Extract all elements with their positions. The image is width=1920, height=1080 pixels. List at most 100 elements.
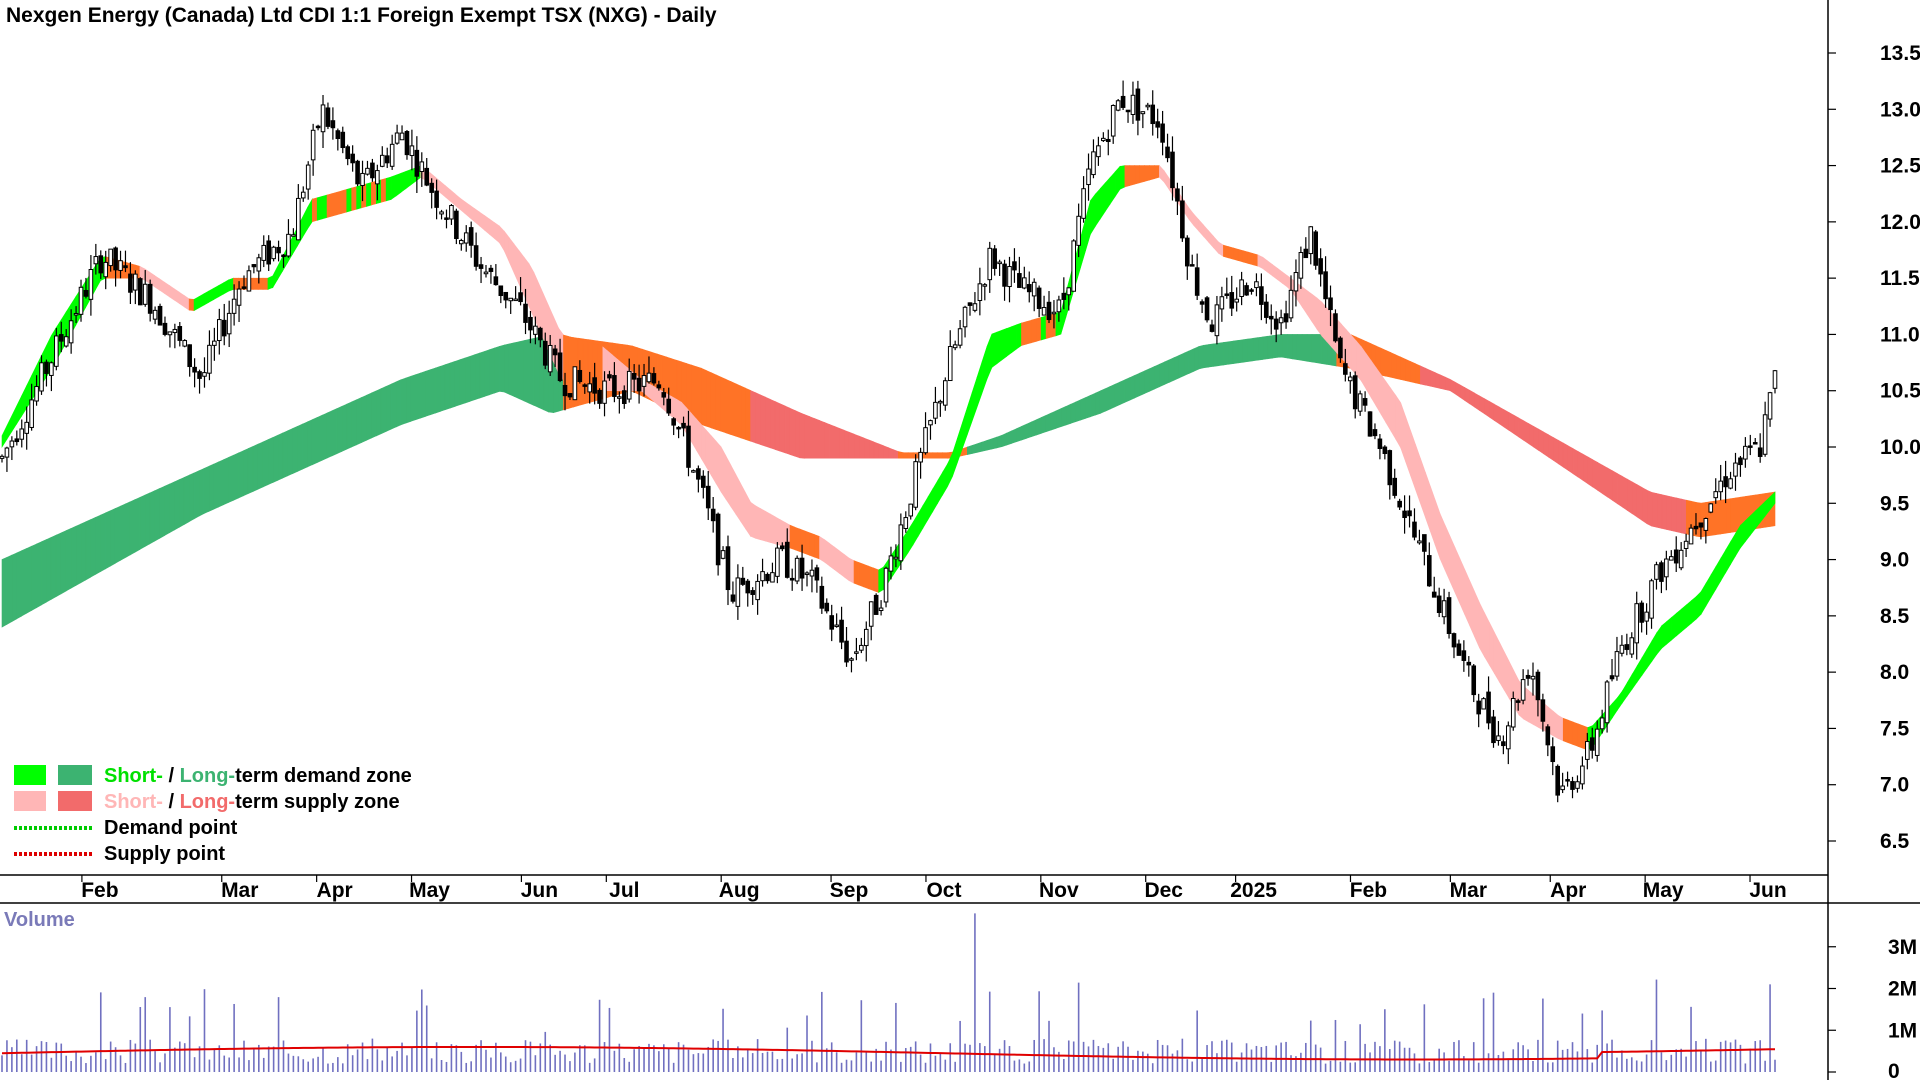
short-term-zone-band (582, 340, 589, 388)
long-term-zone-band (100, 512, 106, 573)
candle-body (1002, 263, 1007, 287)
candle-body (488, 267, 494, 272)
candle-body (1491, 716, 1496, 744)
long-term-zone-band (267, 436, 274, 486)
candle-body (1125, 109, 1131, 113)
long-term-zone-band (31, 543, 37, 611)
candle-body (923, 427, 928, 454)
long-term-zone-band (1415, 363, 1421, 385)
chart-title: Nexgen Energy (Canada) Ltd CDI 1:1 Forei… (6, 4, 717, 27)
short-term-zone-band (1031, 318, 1037, 344)
long-term-zone-band (1016, 425, 1022, 443)
long-term-zone-band (1104, 386, 1111, 412)
long-term-zone-band (1085, 394, 1091, 419)
candle-body (226, 312, 232, 335)
candle-body (720, 550, 726, 559)
long-term-zone-band (459, 357, 466, 406)
candle-body (967, 302, 973, 306)
candle-body (187, 344, 192, 368)
long-term-zone-band (292, 425, 298, 475)
long-term-zone-band (55, 532, 62, 598)
long-term-zone-band (444, 362, 451, 411)
candle-body (863, 628, 869, 647)
long-term-zone-band (701, 367, 707, 427)
short-term-zone-band (1242, 250, 1249, 264)
candle-body (1372, 429, 1378, 437)
candle-body (1678, 549, 1684, 569)
long-term-zone-band (1513, 414, 1520, 438)
candle-body (567, 393, 573, 398)
long-term-zone-band (740, 385, 746, 440)
candle-body (997, 261, 1002, 265)
short-term-zone-band (1129, 165, 1136, 186)
legend-label: Short- / Long-term demand zone (104, 765, 412, 787)
long-term-zone-band (1400, 356, 1406, 382)
candle-body (1604, 681, 1610, 724)
candle-body (414, 149, 420, 177)
candle-body (987, 247, 993, 281)
short-term-zone-band (819, 535, 825, 563)
candle-body (1570, 781, 1575, 790)
candle-body (1580, 765, 1585, 785)
candle-body (335, 130, 341, 140)
candle-body (221, 319, 227, 337)
short-term-zone-band (400, 171, 407, 193)
long-term-zone-band (1119, 379, 1126, 406)
candle-body (503, 291, 509, 301)
long-term-zone-band (1055, 408, 1062, 429)
candle-body (246, 270, 252, 292)
short-term-zone-band (1681, 604, 1687, 633)
x-tick-label: Feb (81, 879, 118, 902)
candle-body (231, 298, 237, 314)
legend-swatch-long (58, 765, 92, 785)
long-term-zone-band (159, 485, 165, 539)
candle-body (1318, 258, 1323, 275)
candle-body (868, 601, 874, 627)
candle-body (780, 545, 785, 550)
long-term-zone-band (1316, 334, 1323, 364)
short-term-zone-band (356, 184, 362, 210)
candle-body (873, 594, 879, 615)
candle-body (78, 286, 84, 315)
short-term-zone-band (1154, 165, 1160, 179)
y-tick-label: 13.0 (1880, 98, 1920, 121)
long-term-zone-band (765, 396, 771, 449)
volume-tick-label: 1M (1888, 1019, 1917, 1042)
long-term-zone-band (1612, 470, 1618, 505)
long-term-zone-band (1498, 406, 1505, 428)
long-term-zone-band (705, 370, 712, 429)
long-term-zone-band (277, 432, 284, 481)
candle-body (1313, 231, 1318, 266)
candle-body (93, 256, 99, 265)
short-term-zone-band (1553, 710, 1559, 740)
candle-body (1772, 370, 1778, 389)
long-term-zone-band (942, 452, 948, 459)
candle-body (157, 305, 163, 326)
candle-body (1451, 633, 1457, 648)
long-term-zone-band (1035, 417, 1042, 436)
short-term-zone-band (228, 277, 234, 292)
long-term-zone-band (1434, 372, 1441, 389)
long-term-zone-band (489, 347, 495, 396)
long-term-zone-band (725, 378, 732, 435)
candle-body (1254, 281, 1259, 289)
candle-body (562, 384, 568, 397)
candle-body (1170, 151, 1175, 189)
candle-body (424, 167, 430, 186)
long-term-zone-band (1040, 414, 1047, 434)
long-term-zone-band (932, 452, 939, 459)
long-term-zone-band (144, 492, 151, 548)
candle-body (1283, 313, 1289, 323)
candle-body (602, 380, 607, 404)
candle-body (152, 309, 158, 320)
long-term-zone-band (129, 499, 136, 556)
legend-label: Supply point (104, 843, 225, 865)
short-term-zone-band (1690, 595, 1697, 624)
short-term-zone-band (1139, 165, 1145, 184)
long-term-zone-band (297, 423, 303, 472)
long-term-zone-band (1553, 436, 1559, 465)
candle-body (1501, 741, 1506, 747)
candle-body (725, 546, 731, 591)
candle-body (730, 594, 736, 602)
short-term-zone-band (1223, 244, 1229, 259)
